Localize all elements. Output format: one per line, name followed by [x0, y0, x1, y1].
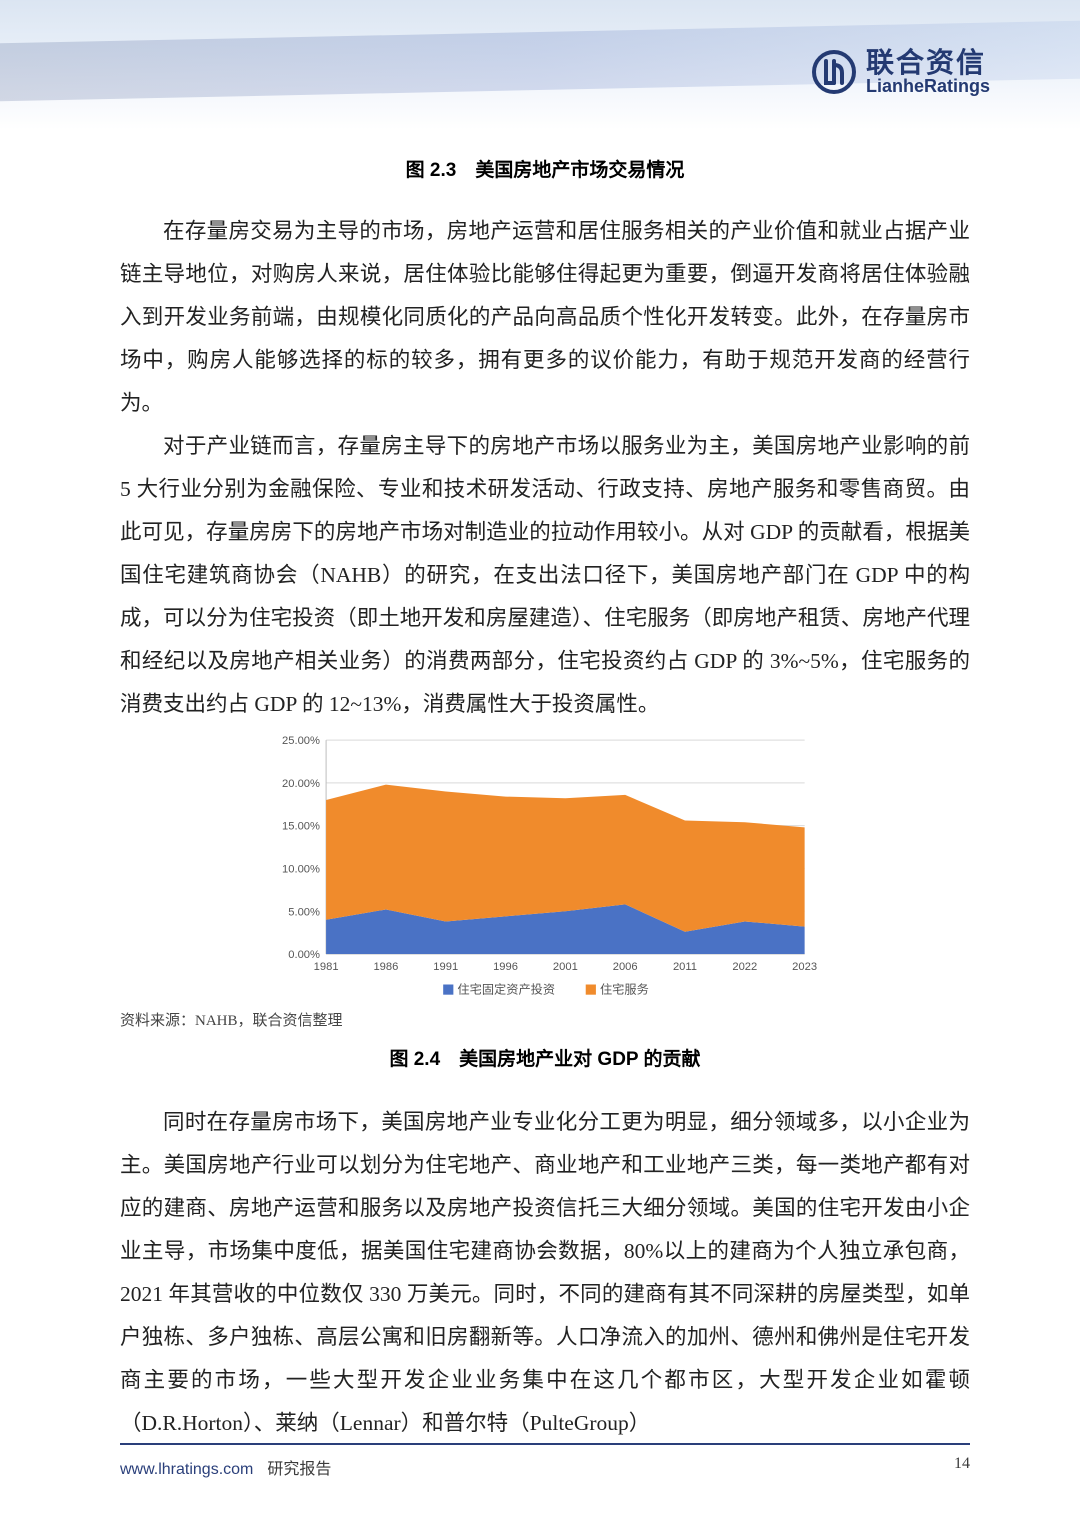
svg-text:15.00%: 15.00%	[282, 821, 320, 833]
figure-2-4-title: 图 2.4 美国房地产业对 GDP 的贡献	[120, 1044, 970, 1071]
svg-text:住宅固定资产投资: 住宅固定资产投资	[457, 982, 555, 997]
svg-text:20.00%: 20.00%	[282, 778, 320, 790]
body-text-block-1: 在存量房交易为主导的市场，房地产运营和居住服务相关的产业价值和就业占据产业链主导…	[120, 210, 970, 726]
svg-text:25.00%: 25.00%	[282, 735, 320, 747]
footer-report-label: 研究报告	[267, 1455, 331, 1479]
figure-2-4-chart: 0.00% 5.00% 10.00% 15.00% 20.00% 25.00% 1981 19…	[265, 732, 825, 1003]
body-text-block-2: 同时在存量房市场下，美国房地产业专业化分工更为明显，细分领域多，以小企业为主。美…	[120, 1101, 970, 1445]
brand-logo: 联合资信 LianheRatings	[812, 48, 990, 96]
svg-text:1981: 1981	[314, 961, 339, 973]
figure-2-3-title: 图 2.3 美国房地产市场交易情况	[120, 155, 970, 182]
page-content: 图 2.3 美国房地产市场交易情况 在存量房交易为主导的市场，房地产运营和居住服…	[120, 155, 970, 1445]
figure-2-4-source: 资料来源：NAHB，联合资信整理	[120, 1009, 970, 1030]
footer-url[interactable]: www.lhratings.com	[120, 1461, 253, 1479]
svg-text:0.00%: 0.00%	[288, 949, 320, 961]
svg-text:5.00%: 5.00%	[288, 906, 320, 918]
logo-text-cn: 联合资信	[866, 48, 990, 77]
svg-text:1986: 1986	[373, 961, 398, 973]
stacked-area-chart: 0.00% 5.00% 10.00% 15.00% 20.00% 25.00% 1981 19…	[265, 732, 825, 1003]
svg-text:2011: 2011	[673, 961, 697, 973]
svg-text:2006: 2006	[613, 961, 638, 973]
paragraph-3: 同时在存量房市场下，美国房地产业专业化分工更为明显，细分领域多，以小企业为主。美…	[120, 1101, 970, 1445]
svg-text:2022: 2022	[732, 961, 757, 973]
svg-text:2023: 2023	[792, 961, 817, 973]
logo-text-en: LianheRatings	[866, 77, 990, 96]
page-footer: www.lhratings.com 研究报告 14	[120, 1443, 970, 1479]
svg-text:10.00%: 10.00%	[282, 864, 320, 876]
svg-text:住宅服务: 住宅服务	[600, 982, 649, 997]
svg-text:2001: 2001	[553, 961, 578, 973]
svg-text:1991: 1991	[433, 961, 458, 973]
logo-mark-icon	[812, 50, 856, 94]
paragraph-2: 对于产业链而言，存量房主导下的房地产市场以服务业为主，美国房地产业影响的前 5 …	[120, 425, 970, 726]
footer-page-number: 14	[954, 1455, 970, 1479]
svg-text:1996: 1996	[493, 961, 518, 973]
paragraph-1: 在存量房交易为主导的市场，房地产运营和居住服务相关的产业价值和就业占据产业链主导…	[120, 210, 970, 425]
